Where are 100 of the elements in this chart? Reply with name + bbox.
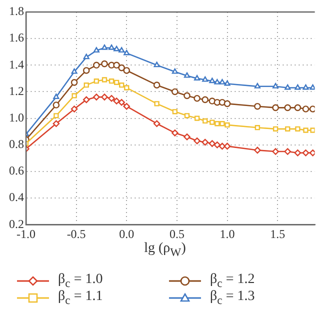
point [70,106,78,112]
point [302,84,309,90]
y-tick-label: 0.4 [9,190,24,204]
point [294,104,302,112]
point [93,94,100,100]
point [118,47,125,53]
point [119,82,124,88]
point [208,140,216,147]
point [254,102,261,110]
y-tick-label: 0.8 [9,137,24,152]
point [194,137,200,144]
point [309,149,315,156]
point [209,78,216,84]
point [82,67,90,74]
point [202,118,208,124]
point [284,104,292,112]
point [224,80,230,86]
point [272,148,279,155]
point [310,128,315,133]
point [184,92,190,100]
y-tick-label: 0.6 [9,164,24,178]
point [101,94,108,100]
y-tick-label: 1.8 [9,4,24,18]
point [123,102,130,110]
point [82,96,90,104]
point [214,141,221,148]
point [113,62,120,69]
point [194,94,200,102]
point [72,93,77,98]
point [272,104,279,112]
point [302,106,310,112]
point [153,82,160,88]
point [108,78,114,84]
x-tick-label: 1.0 [220,226,235,241]
point [202,138,209,146]
point [123,67,130,74]
point [220,121,225,126]
point [224,122,230,128]
point [53,94,60,100]
point [294,149,302,156]
point [172,88,178,96]
point [70,79,78,86]
point [310,84,315,90]
point [184,134,190,140]
point [172,109,178,114]
point [254,146,261,154]
legend-label: β$_{c}$ = 1.1 [58,289,103,308]
point [71,68,78,74]
point [153,120,160,128]
point [108,44,115,50]
point [52,120,60,128]
point [93,62,100,69]
point [114,80,120,86]
point [101,60,108,68]
point [294,84,301,90]
y-tick-label: 1.4 [9,57,24,72]
point [218,142,226,150]
legend-label: β$_{c}$ = 1.3 [210,289,255,308]
x-tick-label: 0.5 [169,226,184,241]
x-axis-title: lg (ρ$_{W}$) [143,241,187,259]
point [194,116,200,121]
point [102,77,108,82]
point [285,126,290,132]
point [54,113,59,118]
point [284,84,291,90]
point [214,121,220,126]
point [224,100,231,108]
x-tick-label: -0.5 [66,226,86,241]
point [303,128,308,133]
point [284,148,292,155]
point [272,126,278,132]
point [295,126,300,132]
point [118,98,125,106]
point [118,64,125,72]
point [114,46,120,52]
x-tick-label: 1.5 [270,226,286,241]
point [302,149,310,156]
legend-label: β$_{c}$ = 1.0 [58,272,103,290]
point [184,72,190,78]
y-tick-label: 1.2 [9,84,24,98]
point [172,68,178,74]
legend-label: β$_{c}$ = 1.2 [210,272,255,290]
point [154,62,160,68]
point [113,98,120,104]
point [202,76,208,82]
point [254,125,260,130]
point [154,101,160,106]
point [83,54,90,60]
point [172,130,178,136]
point [224,142,231,150]
point [184,113,190,118]
point [101,44,108,50]
point [52,102,60,108]
point [202,96,209,104]
point [84,82,89,88]
x-tick-label: 0.0 [119,226,134,241]
point [210,120,215,125]
point [93,47,100,53]
point [108,94,115,102]
y-tick-label: 1.6 [9,30,24,45]
